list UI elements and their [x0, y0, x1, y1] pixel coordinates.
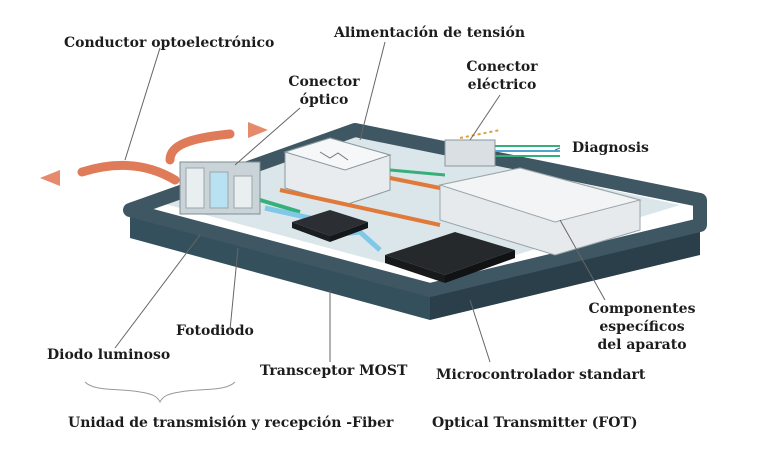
label-conector-optico-line2: óptico — [299, 92, 349, 108]
label-alimentacion: Alimentación de tensión — [334, 25, 526, 41]
label-conector-optico-line1: Conector — [288, 74, 360, 90]
label-componentes-line3: del aparato — [597, 337, 687, 353]
label-transceptor-most: Transceptor MOST — [260, 363, 408, 379]
label-conductor-optoelectronico: Conductor optoelectrónico — [64, 35, 275, 51]
label-componentes-line1: Componentes — [588, 301, 696, 317]
label-diagnosis: Diagnosis — [572, 140, 649, 156]
arrow-out-left — [40, 170, 60, 186]
optical-fiber-pipe-left — [77, 160, 180, 185]
electrical-connector — [444, 139, 496, 167]
label-conector-optico: Conector óptico — [284, 73, 364, 109]
label-componentes: Componentes específicos del aparato — [582, 300, 702, 354]
cable-green — [259, 198, 301, 214]
label-unidad-transmision: Unidad de transmisión y recepción -Fiber — [68, 415, 394, 431]
label-diodo-luminoso: Diodo luminoso — [47, 347, 171, 363]
label-conector-electrico-line2: eléctrico — [467, 77, 537, 93]
leader-lines — [114, 41, 606, 363]
label-fot: Optical Transmitter (FOT) — [432, 415, 638, 431]
cable-orange — [279, 188, 441, 227]
microcontroller-chip — [385, 232, 515, 275]
label-conector-electrico-line1: Conector — [466, 59, 538, 75]
label-fotodiodo: Fotodiodo — [176, 323, 254, 339]
arrow-out-right — [248, 122, 268, 138]
grouping-brace — [84, 381, 236, 404]
label-conector-electrico: Conector eléctrico — [462, 58, 542, 94]
housing-right-wall — [430, 225, 700, 320]
label-componentes-line2: específicos — [599, 319, 685, 335]
housing-front-wall — [130, 210, 430, 320]
optical-fiber-pipe-right — [165, 129, 235, 165]
most-transceiver-chip — [292, 210, 368, 236]
label-microcontrolador: Microcontrolador standart — [436, 367, 646, 383]
